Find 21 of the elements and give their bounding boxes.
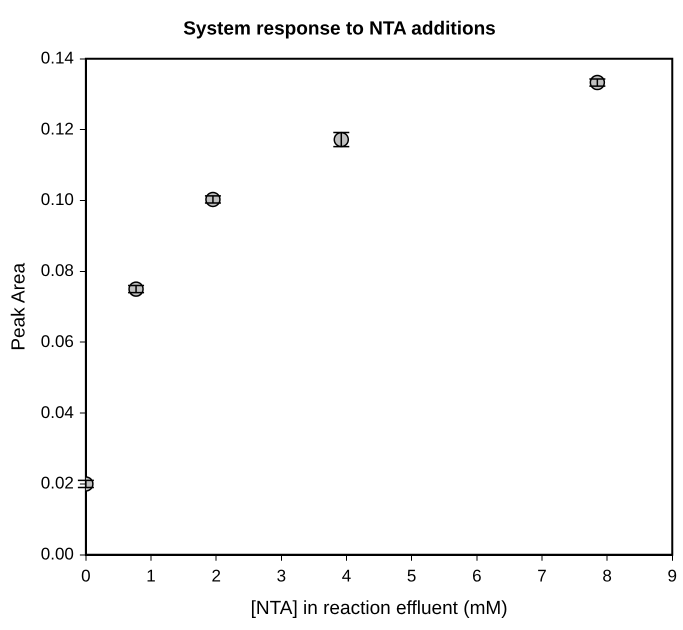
y-tick-label: 0.08 xyxy=(40,261,74,280)
x-tick-label: 5 xyxy=(406,566,416,586)
x-tick-label: 7 xyxy=(537,566,547,586)
y-tick-label: 0.06 xyxy=(40,332,74,351)
x-tick-label: 4 xyxy=(342,566,352,586)
x-tick-label: 0 xyxy=(81,566,91,586)
x-tick-label: 2 xyxy=(211,566,221,586)
x-tick-label: 3 xyxy=(276,566,286,586)
y-tick-label: 0.02 xyxy=(40,474,74,493)
x-tick-label: 8 xyxy=(602,566,612,586)
x-tick-label: 6 xyxy=(472,566,482,586)
y-tick-label: 0.04 xyxy=(40,402,74,422)
y-tick-label: 0.14 xyxy=(40,48,74,68)
y-axis-title: Peak Area xyxy=(8,262,30,351)
x-tick-label: 9 xyxy=(668,566,678,586)
y-tick-label: 0.00 xyxy=(40,544,74,564)
y-tick-label: 0.10 xyxy=(40,190,74,210)
x-tick-label: 1 xyxy=(146,566,156,586)
x-axis-title: [NTA] in reaction effluent (mM) xyxy=(250,598,508,619)
y-tick-label: 0.12 xyxy=(40,119,74,138)
chart-title: System response to NTA additions xyxy=(183,18,496,40)
